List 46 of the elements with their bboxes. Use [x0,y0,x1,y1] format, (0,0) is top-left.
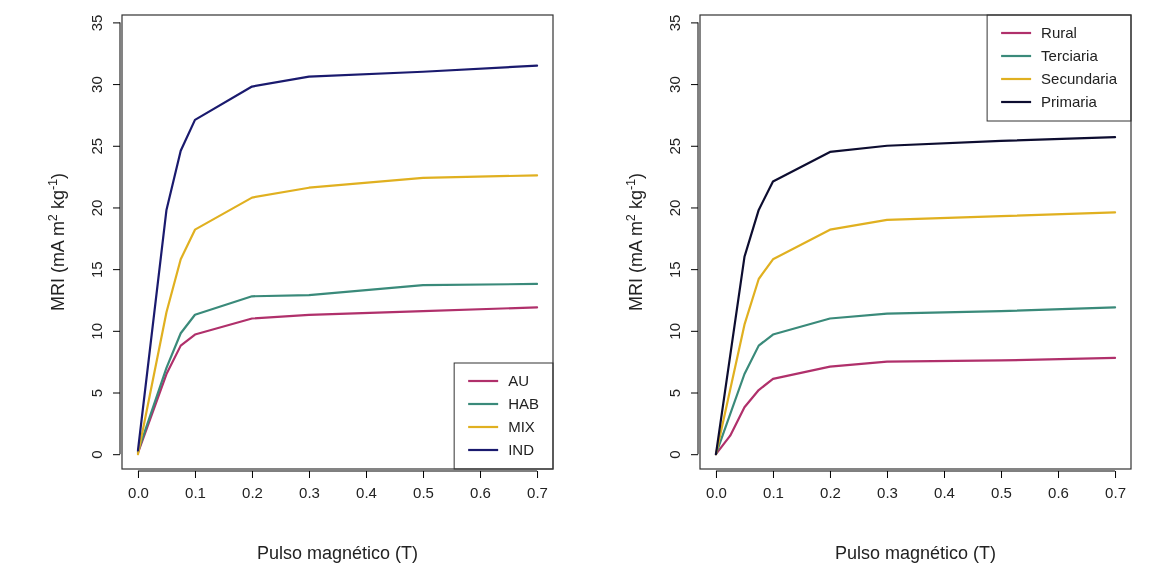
line-series [714,136,1117,456]
legend-label: HAB [508,395,539,412]
x-tick-label: 0.3 [299,483,320,501]
y-tick-label: 30 [666,76,683,93]
x-tick-label: 0.5 [991,483,1012,501]
y-tick-label: 25 [666,137,683,155]
legend-label: Primaria [1041,93,1098,110]
x-tick-label: 0.6 [1048,483,1069,501]
x-tick-label: 0.1 [763,483,784,501]
x-tick-label: 0.5 [413,483,434,501]
y-tick-label: 15 [88,261,105,278]
x-tick-label: 0.6 [470,483,491,501]
x-tick-label: 0.0 [128,483,149,501]
x-axis-title: Pulso magnético (T) [834,543,997,563]
legend-label: Secundaria [1041,70,1118,87]
y-tick-label: 10 [666,322,683,340]
x-tick-label: 0.0 [706,483,727,501]
y-tick-label: 15 [666,261,683,278]
y-tick-label: 35 [666,14,683,32]
line-series [714,306,1117,456]
y-tick-label: 0 [88,450,105,459]
legend-label: Rural [1041,24,1077,41]
x-tick-label: 0.4 [356,483,377,501]
line-series [136,174,539,456]
legend-label: AU [508,372,529,389]
x-tick-label: 0.2 [820,483,841,501]
y-tick-label: 30 [88,76,105,93]
line-series [714,356,1117,456]
x-tick-label: 0.1 [185,483,206,501]
x-tick-label: 0.4 [934,483,955,501]
y-tick-label: 35 [88,14,105,32]
y-tick-label: 25 [88,137,105,155]
y-tick-label: 5 [88,388,105,398]
legend-label: IND [508,441,535,458]
y-tick-label: 20 [666,199,683,217]
x-tick-label: 0.2 [242,483,263,501]
x-tick-label: 0.7 [1105,483,1126,501]
y-tick-label: 0 [666,450,683,459]
y-tick-label: 10 [88,322,105,340]
y-tick-label: 20 [88,199,105,217]
legend-label: Terciaria [1041,47,1099,64]
x-axis-title: Pulso magnético (T) [256,543,419,563]
y-tick-label: 5 [666,388,683,398]
legend-label: MIX [508,418,535,435]
x-tick-label: 0.7 [527,483,548,501]
x-tick-label: 0.3 [877,483,898,501]
